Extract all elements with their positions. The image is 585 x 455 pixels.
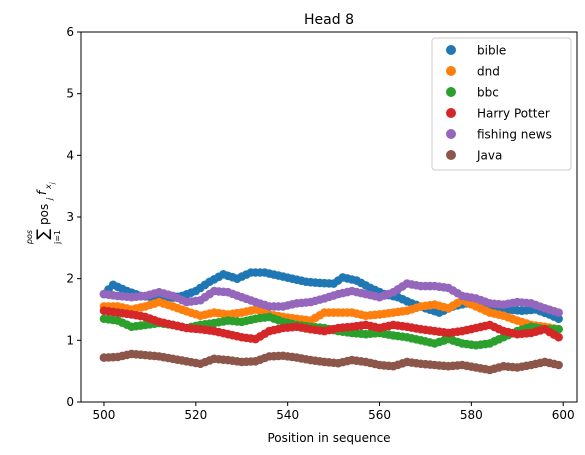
legend-label: Harry Potter: [477, 107, 550, 121]
legend-marker: [446, 108, 456, 118]
legend-box: [431, 37, 572, 171]
y-tick-label: 0: [66, 395, 74, 409]
data-point: [554, 360, 563, 370]
y-label-f: f: [35, 189, 49, 195]
legend-marker: [446, 87, 456, 97]
y-axis-label: ∑ pos j=1 pos j f x j: [25, 182, 62, 245]
data-point: [554, 332, 563, 342]
y-tick-label: 3: [66, 210, 74, 224]
x-axis: 500 520 540 560 580 600: [93, 402, 575, 422]
y-label-lower: j=1: [53, 230, 62, 245]
x-tick-label: 540: [276, 408, 299, 422]
series-java: [99, 349, 563, 375]
y-label-main: pos: [37, 204, 51, 225]
x-tick-label: 520: [184, 408, 207, 422]
legend-label: bible: [477, 44, 506, 58]
legend: bible dnd bbc Harry Potter fishing news Java: [431, 37, 572, 171]
legend-label: fishing news: [477, 128, 552, 142]
plot-points: [99, 268, 563, 375]
legend-label: dnd: [477, 65, 500, 79]
y-tick-label: 5: [66, 87, 74, 101]
y-label-sub: j: [45, 197, 54, 201]
series-fishing-news: [99, 279, 563, 317]
y-tick-label: 6: [66, 25, 74, 39]
legend-marker: [446, 45, 456, 55]
chart-title: Head 8: [304, 12, 354, 28]
y-label-fsub: x: [44, 184, 53, 190]
x-tick-label: 500: [93, 408, 116, 422]
legend-marker: [446, 66, 456, 76]
legend-label: bbc: [477, 86, 499, 100]
y-label-fsubsub: j: [49, 182, 56, 185]
y-axis: 0 1 2 3 4 5 6: [66, 25, 81, 409]
data-point: [554, 308, 563, 317]
legend-label: Java: [476, 149, 502, 163]
y-label-upper: pos: [25, 230, 34, 245]
y-tick-label: 4: [66, 148, 74, 162]
series-harry-potter: [99, 306, 563, 344]
y-label-sum: ∑: [33, 229, 52, 240]
legend-items: bible dnd bbc Harry Potter fishing news Java: [446, 44, 552, 163]
x-tick-label: 600: [552, 408, 575, 422]
legend-marker: [446, 129, 456, 139]
y-tick-label: 2: [66, 272, 74, 286]
legend-marker: [446, 150, 456, 160]
x-axis-label: Position in sequence: [267, 431, 390, 445]
data-point: [554, 314, 563, 324]
y-tick-label: 1: [66, 333, 74, 347]
x-tick-label: 580: [460, 408, 483, 422]
x-tick-label: 560: [368, 408, 391, 422]
